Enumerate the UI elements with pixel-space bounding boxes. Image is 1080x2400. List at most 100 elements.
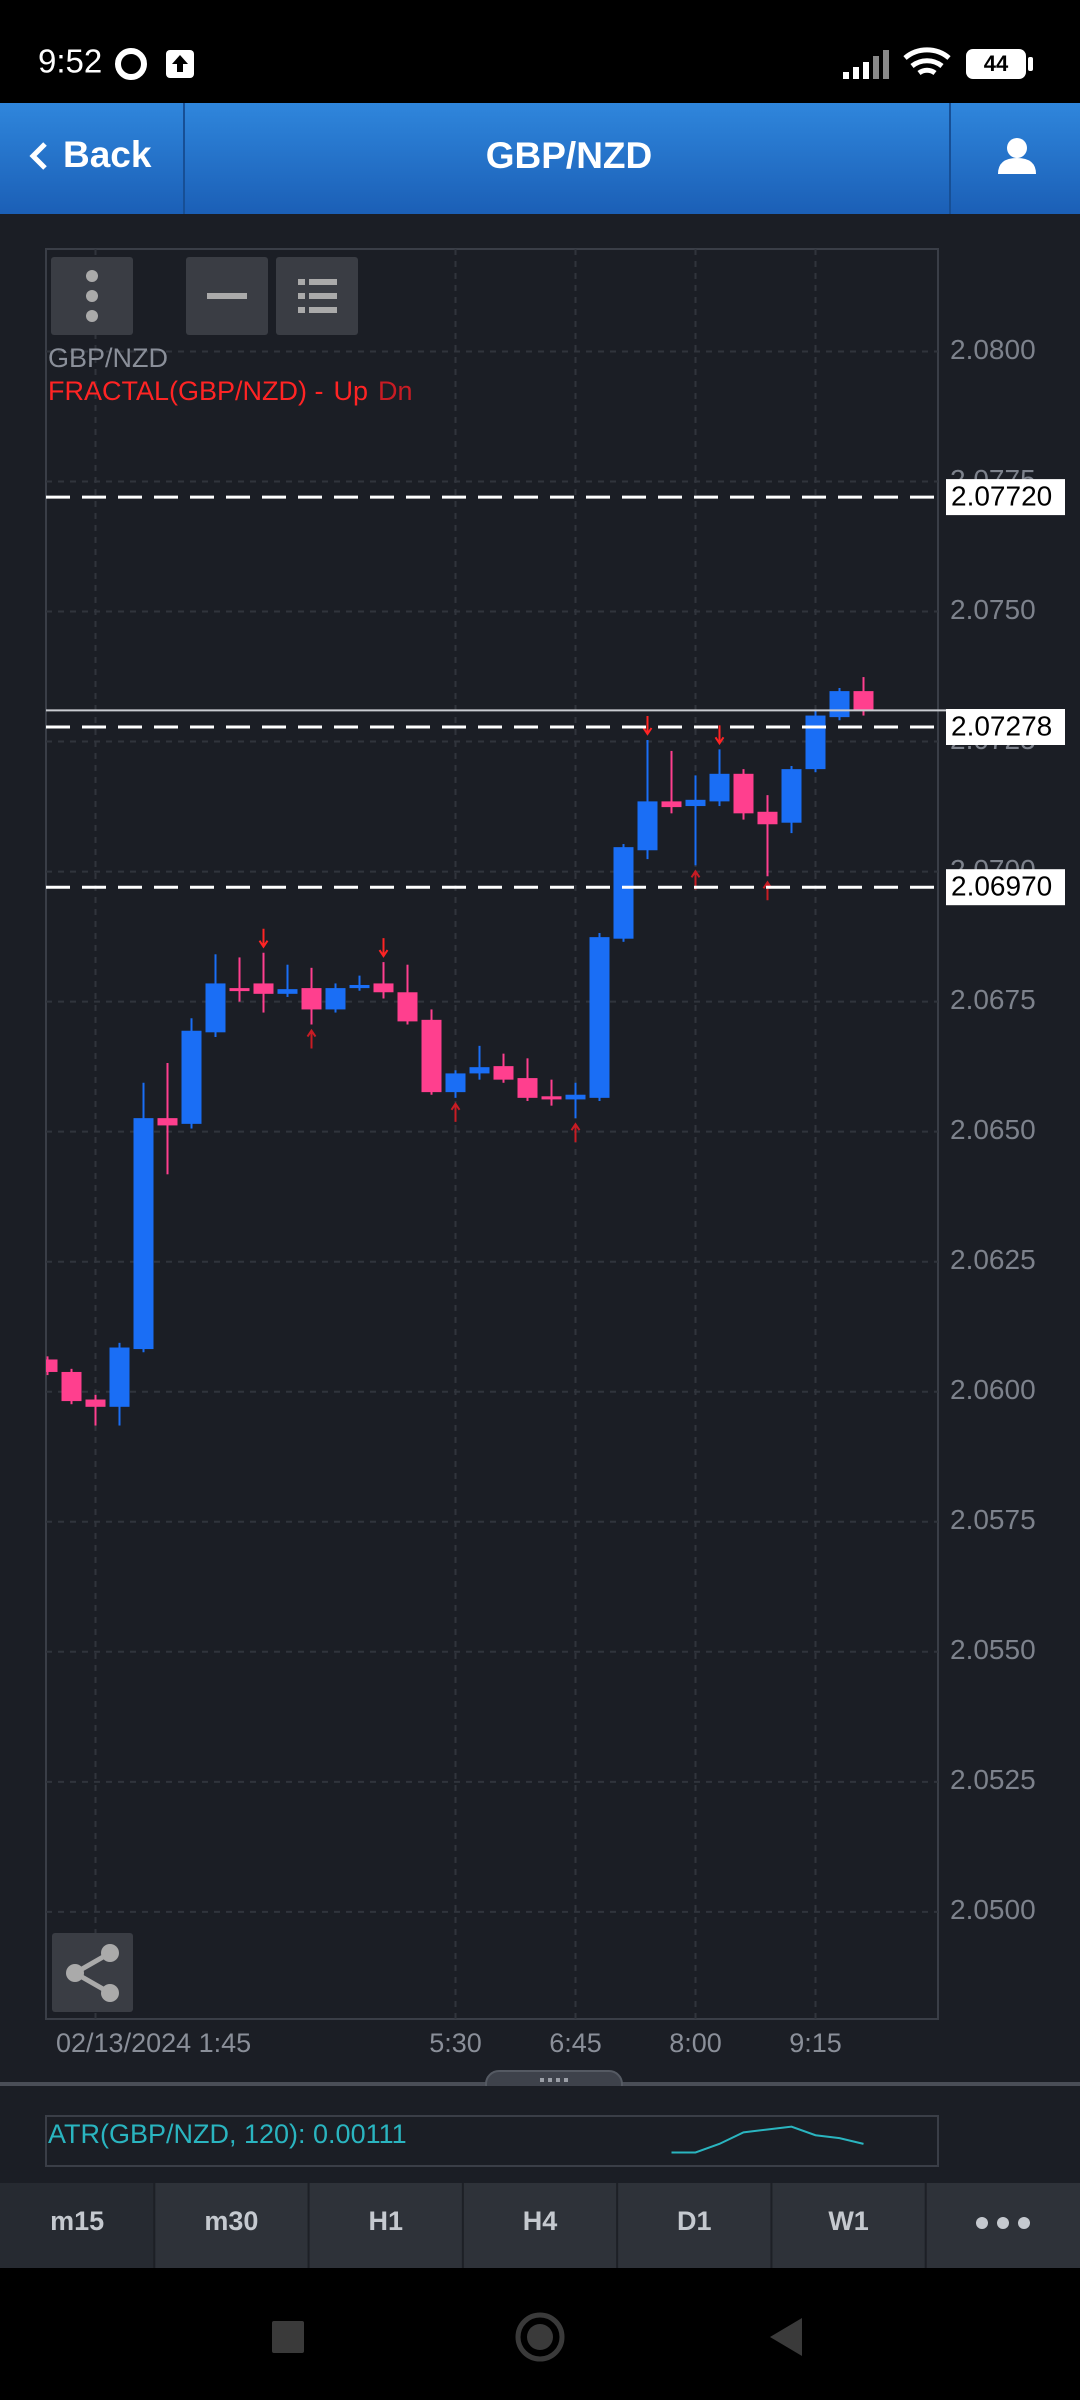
candle-body (61, 1371, 82, 1402)
candle-body (229, 988, 250, 992)
header (0, 103, 1080, 214)
line-tool-button[interactable] (186, 257, 268, 335)
x-tick-label: 6:45 (549, 2028, 602, 2058)
plot-frame (45, 248, 939, 2020)
timeframe-tab[interactable]: m15 (50, 2206, 104, 2236)
candle-body (733, 773, 754, 814)
level-label-box (946, 708, 1065, 745)
level-label: 2.06970 (951, 871, 1052, 902)
menu-button[interactable] (51, 257, 133, 335)
indicator-label: FRACTAL(GBP/NZD) - (48, 376, 324, 406)
y-tick-label: 2.0750 (950, 594, 1036, 625)
candle-body (541, 1096, 562, 1100)
y-tick-label: 2.0550 (950, 1634, 1036, 1665)
y-tick-label: 2.0675 (950, 984, 1036, 1015)
level-label: 2.07278 (951, 710, 1052, 741)
candle-body (565, 1094, 586, 1100)
tab-active-bg (0, 2183, 155, 2268)
x-tick-label: 02/13/2024 1:45 (56, 2028, 251, 2058)
fractal-arrow (306, 1028, 317, 1049)
timeframe-bar (0, 2183, 1080, 2268)
y-tick-label: 2.0525 (950, 1764, 1036, 1795)
y-tick-label: 2.0800 (950, 334, 1036, 365)
header-title: GBP/NZD (486, 135, 653, 176)
battery-icon (1028, 57, 1033, 71)
level-label-box (946, 869, 1065, 906)
x-tick-label: 5:30 (429, 2028, 482, 2058)
legend-entry: Dn (378, 376, 413, 406)
wifi-icon (903, 47, 951, 76)
candle-body (205, 983, 226, 1033)
candle-body (853, 691, 874, 711)
status-icon (115, 48, 147, 80)
fractal-arrow (714, 725, 725, 746)
recents-button[interactable] (272, 2321, 304, 2353)
candle-body (829, 691, 850, 718)
candle-body (781, 769, 802, 823)
back-nav-button[interactable] (770, 2318, 802, 2356)
candle-body (613, 847, 634, 939)
candle-body (757, 811, 778, 825)
account-button[interactable] (998, 138, 1036, 174)
symbol-label: GBP/NZD (48, 343, 168, 373)
chart-area (0, 214, 1080, 2083)
x-tick-label: 9:15 (789, 2028, 842, 2058)
candle-body (181, 1030, 202, 1124)
battery-icon (966, 49, 1026, 79)
level-label: 2.07720 (951, 480, 1052, 511)
candle-body (685, 799, 706, 807)
fractal-arrow (258, 928, 269, 949)
status-time: 9:52 (38, 43, 102, 80)
fractal-arrow (642, 716, 653, 736)
y-tick-label: 2.0625 (950, 1244, 1036, 1275)
fractal-arrow (450, 1102, 461, 1122)
indicator-legend: FRACTAL(GBP/NZD) - Up Dn (48, 376, 413, 406)
fractal-arrow (570, 1122, 581, 1143)
indicator-list-button[interactable] (276, 257, 358, 335)
candle-body (157, 1118, 178, 1126)
y-tick-label: 2.0575 (950, 1504, 1036, 1535)
candle-body (661, 801, 682, 808)
timeframe-tab[interactable]: D1 (677, 2206, 712, 2236)
candle-body (349, 984, 370, 989)
candle-body (253, 983, 274, 994)
fractal-arrow (378, 938, 389, 958)
candle-body (589, 937, 610, 1098)
candle-body (373, 983, 394, 993)
candle-body (133, 1118, 154, 1350)
level-label-box (946, 479, 1065, 516)
back-label[interactable]: Back (63, 134, 152, 175)
candle-body (325, 988, 346, 1010)
timeframe-tab[interactable]: W1 (828, 2206, 869, 2236)
x-tick-label: 8:00 (669, 2028, 722, 2058)
home-button[interactable] (527, 2324, 553, 2350)
candle-body (637, 801, 658, 851)
candle-body (445, 1073, 466, 1093)
timeframe-tab[interactable]: m30 (204, 2206, 258, 2236)
candle-body (85, 1399, 106, 1407)
more-tab[interactable] (976, 2217, 1030, 2229)
candle-body (397, 992, 418, 1022)
indicator-value: ATR(GBP/NZD, 120): 0.00111 (48, 2119, 407, 2149)
candle-body (517, 1078, 538, 1098)
candle-body (301, 988, 322, 1010)
timeframe-tab[interactable]: H1 (368, 2206, 403, 2236)
share-button[interactable] (52, 1933, 133, 2012)
indicator-frame (45, 2115, 939, 2167)
battery-level: 44 (984, 51, 1009, 76)
candle-body (493, 1066, 514, 1080)
candle-body (421, 1019, 442, 1093)
candle-body (709, 773, 730, 802)
y-tick-label: 2.0600 (950, 1374, 1036, 1405)
candle-body (805, 715, 826, 770)
timeframe-tab[interactable]: H4 (523, 2206, 558, 2236)
home-button[interactable] (515, 2312, 565, 2362)
candle-body (469, 1067, 490, 1074)
status-icon (172, 55, 188, 72)
y-tick-label: 2.0650 (950, 1114, 1036, 1145)
back-button[interactable]: Back (29, 134, 152, 175)
candle-body (109, 1347, 130, 1407)
signal-icon (843, 50, 889, 79)
